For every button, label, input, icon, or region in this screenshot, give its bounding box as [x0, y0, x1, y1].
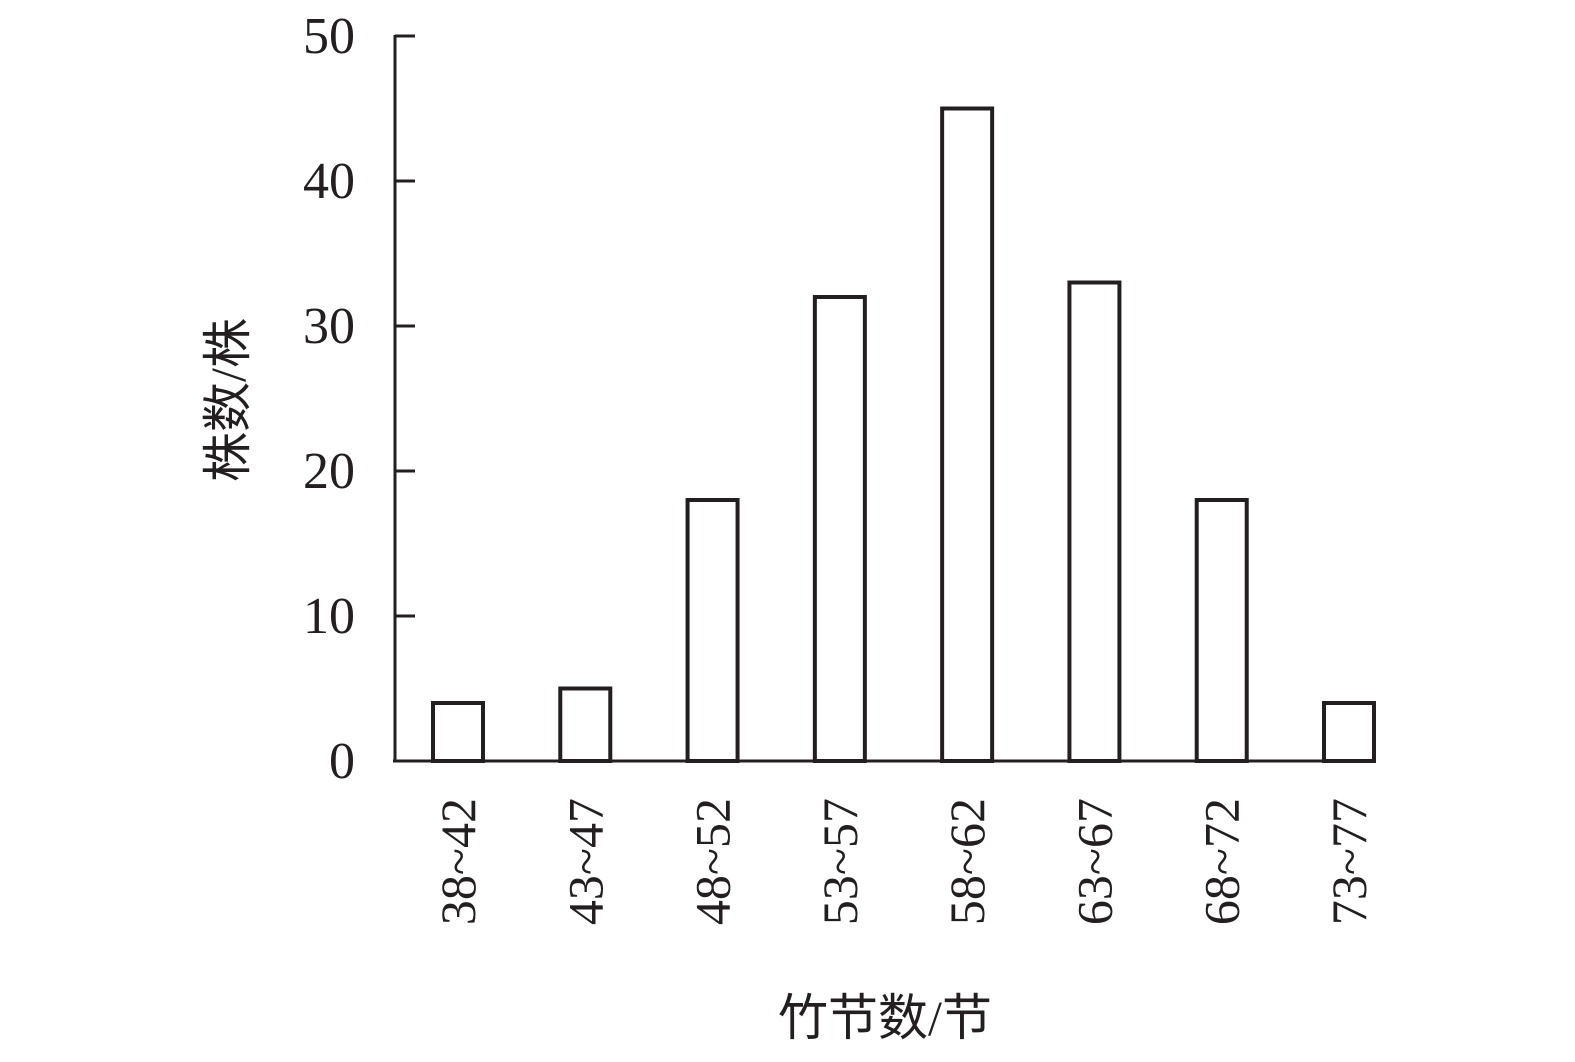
y-tick-label: 30 [303, 298, 355, 355]
bar-58~62 [940, 106, 995, 763]
bar-38~42 [431, 701, 485, 763]
x-axis-label: 竹节数/节 [778, 990, 992, 1046]
bar-48~52 [685, 498, 740, 763]
x-tick-label: 73~77 [1321, 798, 1377, 925]
bar-68~72 [1194, 498, 1249, 763]
x-tick-label: 53~57 [812, 798, 868, 925]
y-tick-label: 0 [329, 733, 355, 790]
x-tick-label: 63~67 [1066, 798, 1122, 925]
y-tick-label: 10 [303, 588, 355, 645]
x-tick-label: 38~42 [430, 798, 486, 925]
bar-43~47 [558, 686, 613, 763]
y-tick-label: 50 [303, 8, 355, 65]
x-tick-label: 48~52 [685, 798, 741, 925]
x-tick-label: 58~62 [939, 798, 995, 925]
x-tick-label: 68~72 [1194, 798, 1250, 925]
bar-53~57 [812, 295, 867, 763]
bar-73~77 [1322, 701, 1376, 763]
y-tick-label: 40 [303, 153, 355, 210]
y-tick-label: 20 [303, 443, 355, 500]
y-axis-label: 株数/株 [200, 318, 256, 482]
bar-63~67 [1067, 280, 1122, 763]
x-tick-label: 43~47 [557, 798, 613, 925]
